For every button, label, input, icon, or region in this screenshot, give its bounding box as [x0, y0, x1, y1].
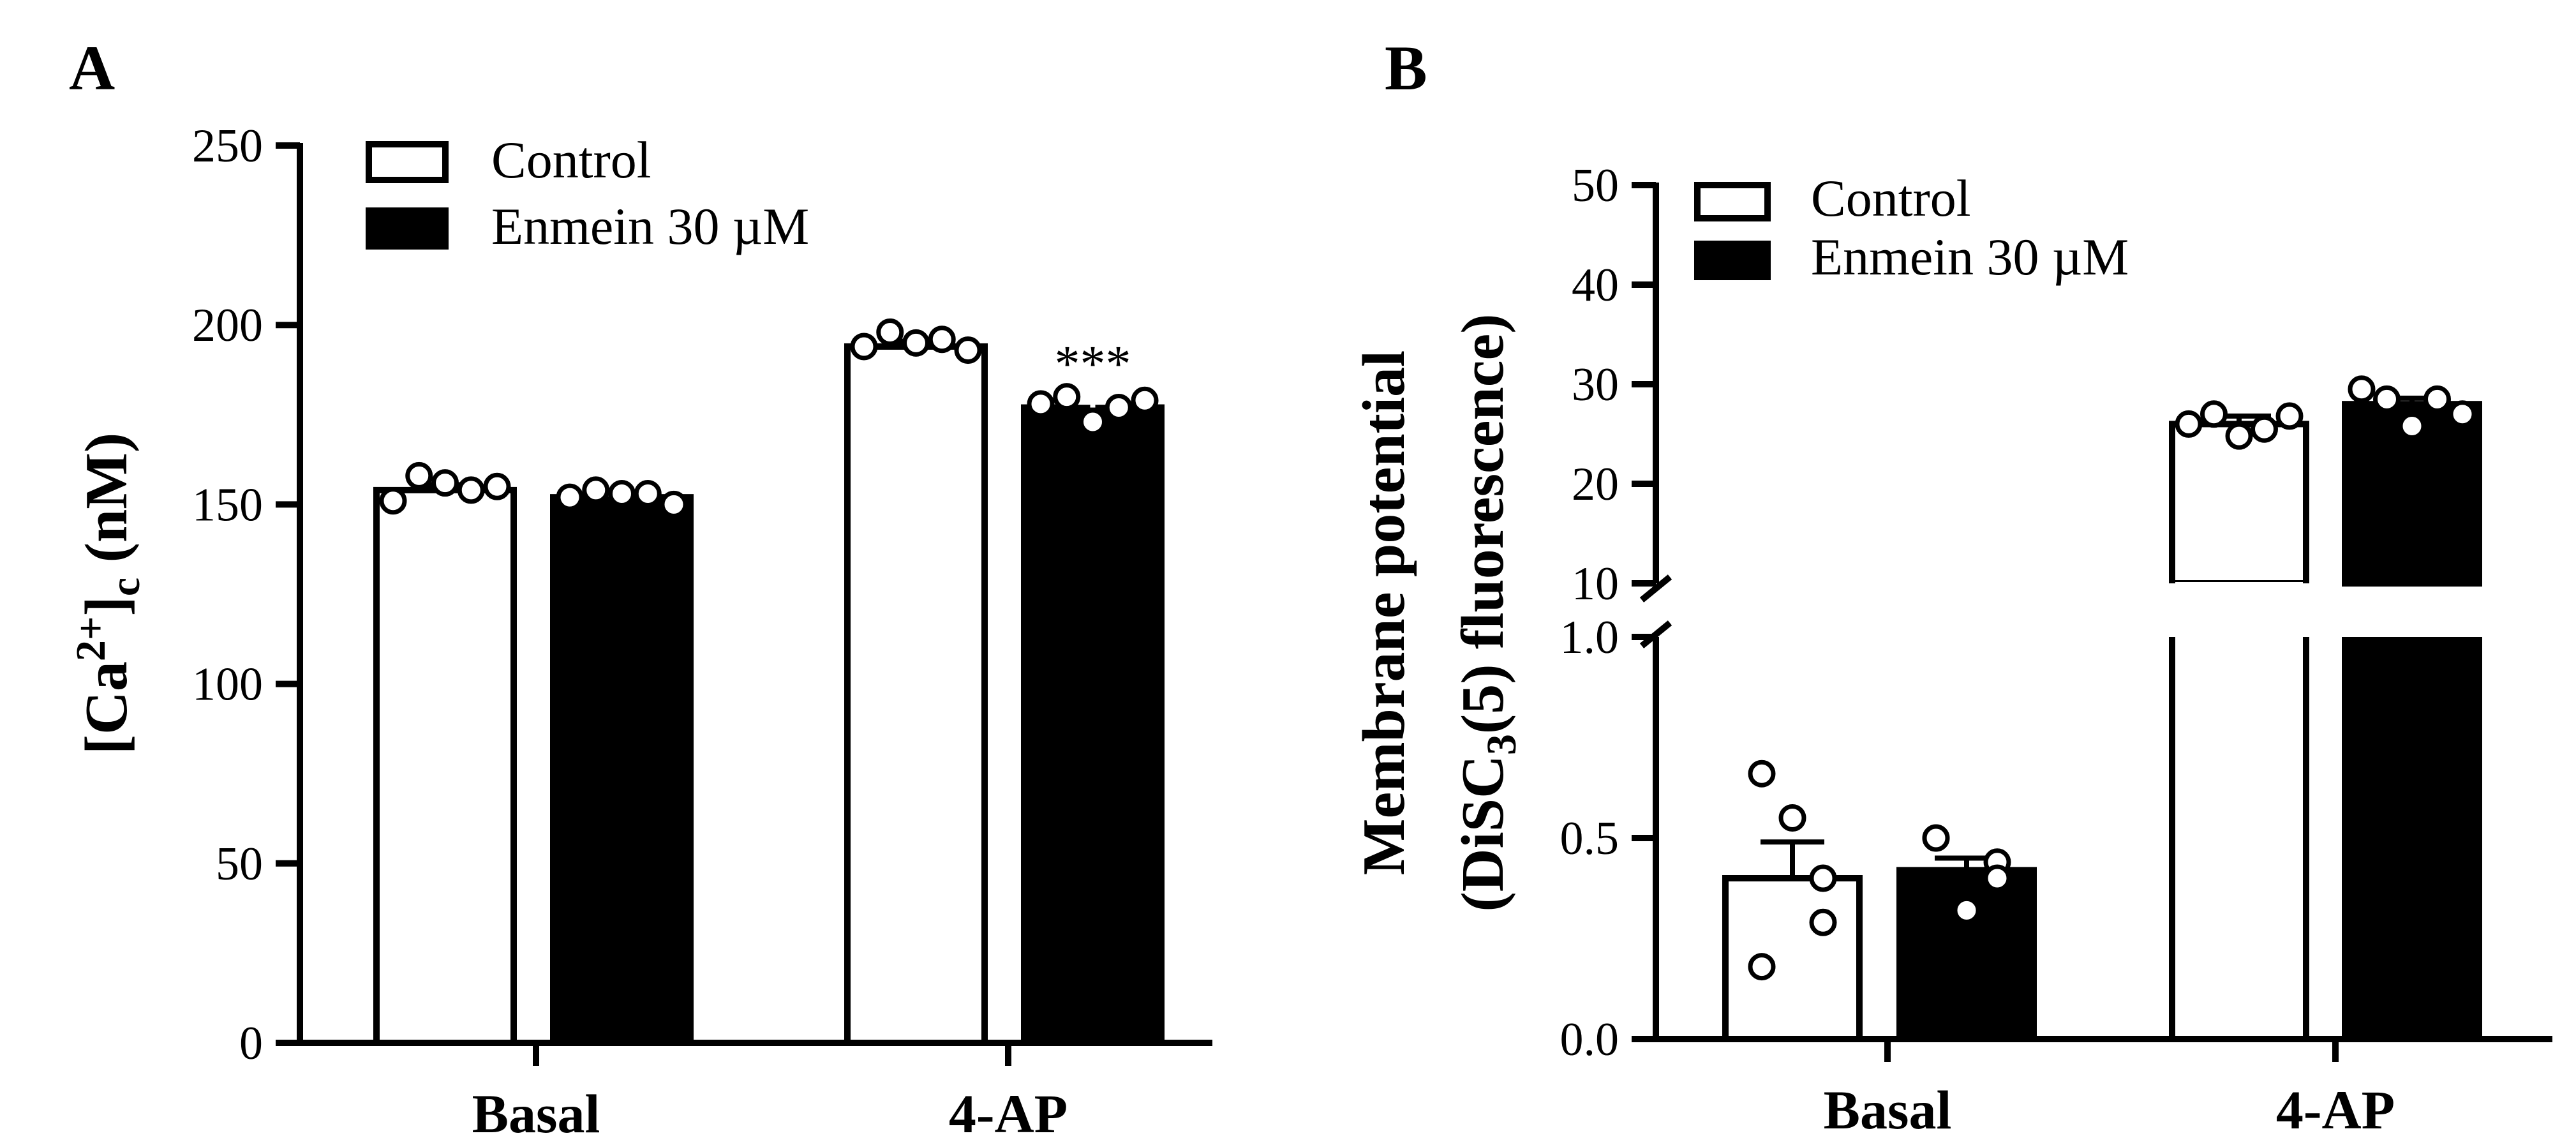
data-point — [2200, 400, 2228, 428]
bar — [1722, 875, 1863, 1042]
x-category-label: Basal — [1824, 1079, 1952, 1141]
legend-label: Enmein 30 µM — [491, 197, 809, 255]
panel-label-b: B — [1385, 33, 1427, 103]
panel-b-bars — [1722, 395, 2482, 1043]
bar — [1896, 867, 2037, 1043]
data-point — [1809, 908, 1837, 936]
y-tick-label: 0 — [239, 1017, 263, 1070]
y-tick-label: 150 — [192, 479, 263, 531]
y-tick-label: 250 — [192, 120, 263, 172]
data-point — [1053, 383, 1081, 411]
y-axis-title-line-2: (DiSC3(5) fluorescence) — [1450, 313, 1525, 911]
bar — [844, 343, 988, 1046]
data-point — [876, 318, 904, 346]
panel-a-bars — [373, 338, 1165, 1046]
panel-b-axes: 10 20 30 40 50 0.0 0.5 1.0 Basal 4-AP — [1560, 160, 2552, 1141]
y-tick-label: 200 — [192, 299, 263, 352]
y-axis-title: [Ca2+]c (nM) — [68, 433, 149, 755]
data-point — [556, 483, 584, 511]
legend-swatch — [366, 207, 449, 250]
data-point — [660, 490, 688, 518]
data-point — [1105, 394, 1133, 422]
significance-marker: *** — [1055, 336, 1131, 392]
panel-a-points: *** — [379, 318, 1159, 518]
legend-label: Enmein 30 µM — [1811, 228, 2129, 286]
data-point — [379, 487, 407, 515]
y-tick-label: 0.0 — [1560, 1014, 1619, 1066]
y-tick-label: 10 — [1572, 558, 1619, 610]
y-tick-label: 100 — [192, 659, 263, 711]
data-point — [1983, 864, 2011, 892]
data-point — [1748, 760, 1776, 788]
data-point — [1079, 408, 1106, 436]
legend-label: Control — [1811, 169, 1971, 227]
data-point — [1748, 953, 1776, 981]
data-point — [2251, 415, 2278, 443]
data-point — [483, 472, 511, 500]
data-point — [582, 476, 610, 504]
panel-b: B 10 20 30 40 50 0.0 0.5 1.0 Basal 4-AP ControlEn… — [1351, 33, 2552, 1141]
data-point — [1131, 386, 1159, 414]
y-axis-title-line-1: Membrane potential — [1351, 350, 1417, 875]
x-category-label: Basal — [472, 1083, 600, 1144]
data-point — [2398, 412, 2426, 440]
data-point — [902, 329, 930, 357]
data-point — [457, 476, 485, 504]
data-point — [928, 326, 956, 354]
data-point — [1953, 896, 1981, 924]
y-tick-label: 50 — [1572, 160, 1619, 212]
data-point — [2348, 375, 2376, 403]
data-point — [1778, 804, 1806, 832]
data-point — [1809, 864, 1837, 892]
y-tick-label: 20 — [1572, 458, 1619, 511]
panel-a-legend: Control Enmein 30 µM — [366, 131, 809, 255]
panel-a-axes: 0 50 100 150 200 250 Basal 4-AP — [192, 120, 1212, 1144]
data-point — [1922, 824, 1950, 852]
y-tick-label: 0.5 — [1560, 812, 1619, 865]
x-category-label: 4-AP — [949, 1083, 1068, 1144]
data-point — [405, 461, 433, 490]
panel-b-y-axis-label: Membrane potential (DiSC3(5) fluorescence… — [1351, 313, 1525, 911]
data-point — [634, 480, 662, 508]
data-point — [2448, 400, 2476, 428]
data-point — [954, 336, 982, 364]
data-point — [608, 480, 636, 508]
axis-break-mark — [1639, 574, 1672, 602]
data-point — [1027, 390, 1055, 418]
y-tick-label: 30 — [1572, 359, 1619, 411]
panel-a: A 0 50 100 150 200 250 Basal 4-AP *** Control En… — [68, 33, 1212, 1144]
panel-label-a: A — [69, 33, 115, 103]
legend-swatch — [366, 141, 449, 183]
data-point — [2275, 402, 2304, 430]
data-point — [2225, 422, 2253, 450]
data-point — [2373, 385, 2401, 413]
x-category-label: 4-AP — [2276, 1079, 2395, 1141]
bar — [1021, 404, 1165, 1046]
bar-break-gap — [2168, 583, 2310, 637]
data-point — [431, 469, 459, 497]
bar — [2342, 637, 2482, 1039]
y-tick-label: 50 — [216, 838, 263, 890]
data-point — [2423, 385, 2451, 413]
panel-a-y-axis-label: [Ca2+]c (nM) — [68, 433, 149, 755]
data-point — [2175, 410, 2203, 438]
bar — [550, 494, 694, 1046]
panel-b-points — [1748, 375, 2476, 981]
legend-label: Control — [491, 131, 651, 189]
bar — [373, 486, 517, 1046]
data-point — [850, 333, 878, 361]
y-tick-label: 40 — [1572, 259, 1619, 311]
y-tick-label: 1.0 — [1560, 611, 1619, 664]
legend-swatch — [1694, 241, 1771, 280]
legend-swatch — [1694, 182, 1771, 221]
